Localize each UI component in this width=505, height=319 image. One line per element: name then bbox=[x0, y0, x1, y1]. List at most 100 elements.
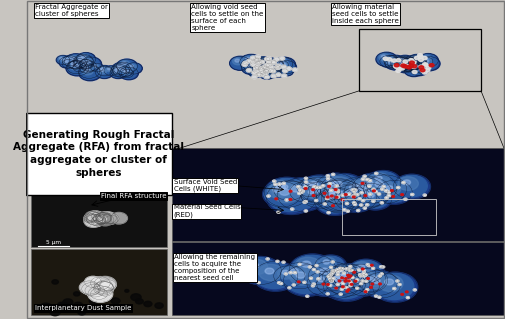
Circle shape bbox=[259, 60, 265, 64]
Circle shape bbox=[280, 283, 283, 285]
Circle shape bbox=[358, 176, 382, 193]
Circle shape bbox=[262, 58, 277, 69]
Circle shape bbox=[358, 186, 377, 198]
Circle shape bbox=[81, 64, 89, 69]
Circle shape bbox=[342, 286, 344, 288]
Circle shape bbox=[118, 60, 135, 72]
Circle shape bbox=[244, 259, 268, 275]
Circle shape bbox=[230, 56, 250, 70]
Circle shape bbox=[305, 188, 307, 189]
Circle shape bbox=[263, 69, 268, 73]
Text: Material Seed Cells
(RED): Material Seed Cells (RED) bbox=[174, 204, 240, 218]
Circle shape bbox=[316, 173, 356, 200]
Circle shape bbox=[330, 279, 333, 281]
Circle shape bbox=[101, 68, 104, 70]
Circle shape bbox=[316, 256, 344, 274]
Circle shape bbox=[381, 56, 396, 66]
Circle shape bbox=[325, 271, 366, 299]
Circle shape bbox=[269, 69, 274, 72]
Circle shape bbox=[255, 58, 270, 69]
Circle shape bbox=[386, 60, 396, 67]
Circle shape bbox=[310, 263, 349, 288]
Circle shape bbox=[277, 61, 296, 74]
Circle shape bbox=[62, 56, 78, 66]
Circle shape bbox=[356, 279, 359, 281]
Circle shape bbox=[305, 181, 308, 183]
Circle shape bbox=[352, 202, 356, 204]
Circle shape bbox=[251, 66, 268, 77]
Circle shape bbox=[100, 69, 104, 71]
Circle shape bbox=[63, 299, 73, 306]
Circle shape bbox=[423, 63, 427, 66]
Circle shape bbox=[340, 187, 363, 202]
Circle shape bbox=[403, 180, 411, 185]
Circle shape bbox=[239, 256, 281, 285]
Circle shape bbox=[266, 70, 273, 74]
Circle shape bbox=[332, 269, 364, 290]
Circle shape bbox=[353, 271, 356, 273]
Circle shape bbox=[347, 289, 350, 291]
Circle shape bbox=[261, 65, 265, 67]
Circle shape bbox=[75, 55, 91, 66]
Circle shape bbox=[419, 56, 440, 71]
Circle shape bbox=[319, 186, 322, 188]
Circle shape bbox=[341, 194, 344, 196]
Circle shape bbox=[316, 271, 319, 273]
Circle shape bbox=[281, 65, 286, 69]
Circle shape bbox=[405, 62, 413, 68]
Circle shape bbox=[248, 62, 262, 71]
Circle shape bbox=[421, 69, 426, 72]
Circle shape bbox=[425, 69, 430, 72]
Circle shape bbox=[380, 202, 383, 204]
Circle shape bbox=[244, 62, 256, 70]
Circle shape bbox=[329, 187, 339, 194]
Circle shape bbox=[363, 270, 366, 272]
Circle shape bbox=[364, 291, 367, 293]
Circle shape bbox=[403, 56, 424, 70]
Circle shape bbox=[413, 59, 417, 62]
Circle shape bbox=[96, 214, 114, 226]
Circle shape bbox=[312, 195, 315, 197]
Circle shape bbox=[261, 71, 266, 74]
Circle shape bbox=[269, 59, 283, 69]
Circle shape bbox=[316, 189, 352, 213]
Circle shape bbox=[397, 67, 402, 70]
Circle shape bbox=[366, 289, 369, 291]
Circle shape bbox=[259, 68, 264, 71]
Circle shape bbox=[264, 69, 277, 77]
Circle shape bbox=[315, 199, 318, 202]
Circle shape bbox=[261, 62, 274, 71]
Circle shape bbox=[79, 281, 99, 294]
Circle shape bbox=[316, 182, 357, 209]
Circle shape bbox=[315, 188, 356, 215]
Circle shape bbox=[63, 60, 74, 67]
Circle shape bbox=[408, 56, 427, 69]
Circle shape bbox=[415, 56, 419, 60]
Circle shape bbox=[336, 190, 339, 193]
Circle shape bbox=[349, 265, 352, 267]
Circle shape bbox=[310, 277, 313, 279]
Circle shape bbox=[345, 268, 348, 270]
Circle shape bbox=[390, 58, 395, 62]
Circle shape bbox=[264, 63, 267, 66]
Circle shape bbox=[360, 189, 389, 208]
Circle shape bbox=[59, 57, 76, 68]
Circle shape bbox=[328, 278, 332, 280]
Circle shape bbox=[316, 180, 366, 213]
Circle shape bbox=[79, 63, 94, 73]
Circle shape bbox=[250, 63, 268, 75]
Circle shape bbox=[320, 184, 345, 201]
Circle shape bbox=[67, 62, 86, 74]
Circle shape bbox=[362, 200, 365, 202]
Circle shape bbox=[244, 60, 255, 67]
Circle shape bbox=[407, 65, 417, 71]
Circle shape bbox=[92, 216, 106, 225]
Circle shape bbox=[300, 180, 316, 190]
Circle shape bbox=[409, 59, 414, 62]
Circle shape bbox=[415, 63, 423, 69]
Circle shape bbox=[331, 272, 334, 274]
Circle shape bbox=[302, 183, 337, 206]
Circle shape bbox=[254, 58, 275, 72]
Circle shape bbox=[284, 181, 312, 200]
Circle shape bbox=[92, 214, 103, 221]
